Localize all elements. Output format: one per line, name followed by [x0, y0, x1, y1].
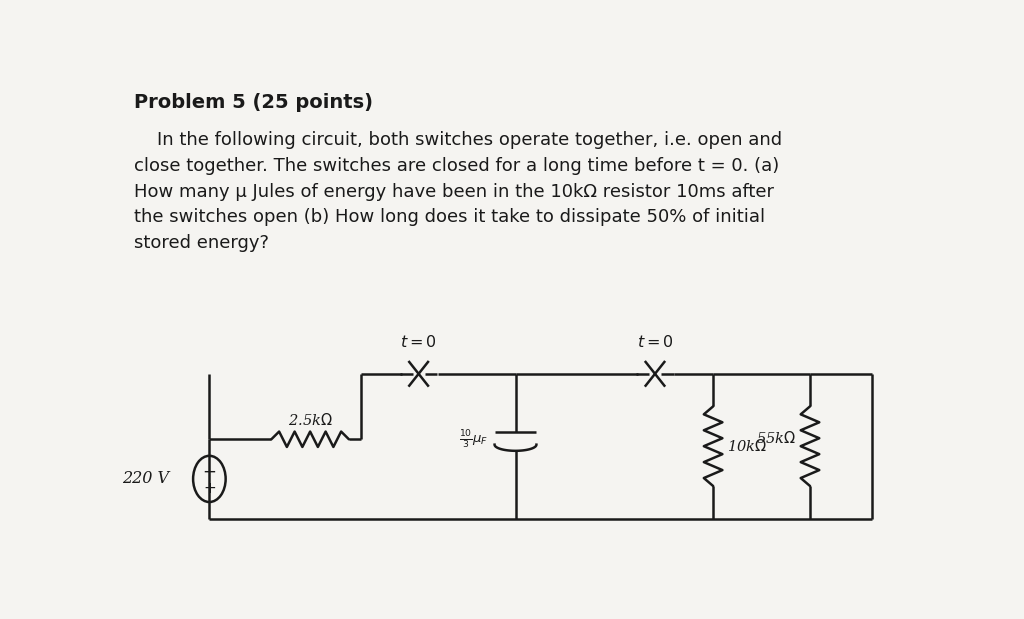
- Text: 10k$\Omega$: 10k$\Omega$: [727, 438, 767, 454]
- Text: +: +: [203, 481, 216, 496]
- Text: $t=0$: $t=0$: [400, 334, 437, 351]
- Text: 220 V: 220 V: [122, 470, 169, 487]
- Text: 55k$\Omega$: 55k$\Omega$: [756, 430, 796, 446]
- Text: $\frac{10}{3}$$\mu_F$: $\frac{10}{3}$$\mu_F$: [459, 428, 488, 451]
- Text: Problem 5 (25 points): Problem 5 (25 points): [134, 93, 373, 112]
- Text: $t=0$: $t=0$: [637, 334, 674, 351]
- Text: In the following circuit, both switches operate together, i.e. open and
close to: In the following circuit, both switches …: [134, 131, 782, 252]
- Text: −: −: [203, 462, 216, 480]
- Text: 2.5k$\Omega$: 2.5k$\Omega$: [288, 412, 333, 428]
